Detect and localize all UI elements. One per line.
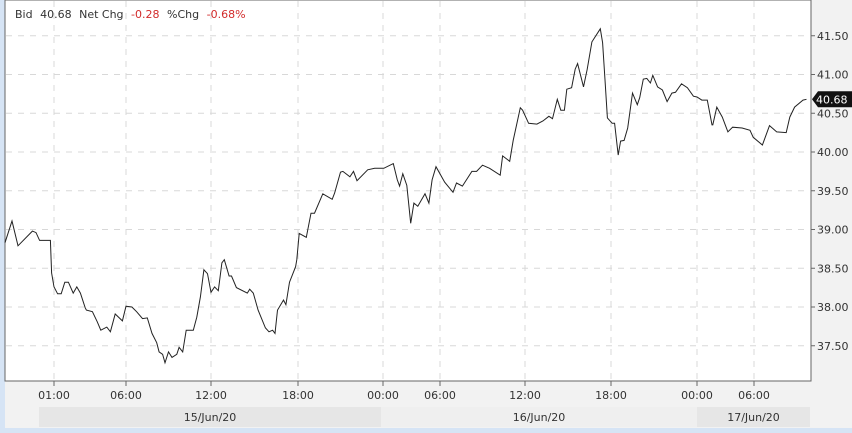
- y-tick-label: 41.00: [817, 69, 849, 82]
- net-chg-label: Net Chg: [79, 8, 123, 21]
- x-tick-label: 18:00: [595, 389, 627, 402]
- x-tick-label: 06:00: [110, 389, 142, 402]
- y-tick-label: 39.00: [817, 224, 849, 237]
- quote-header: Bid 40.68 Net Chg -0.28 %Chg -0.68%: [15, 8, 246, 21]
- y-tick-label: 41.50: [817, 30, 849, 43]
- y-tick-label: 38.00: [817, 301, 849, 314]
- y-tick-label: 37.50: [817, 340, 849, 353]
- x-tick-label: 06:00: [738, 389, 770, 402]
- y-tick-label: 38.50: [817, 262, 849, 275]
- date-bands: 15/Jun/20 16/Jun/20 17/Jun/20: [39, 407, 810, 427]
- pct-chg-label: %Chg: [167, 8, 199, 21]
- date-band-label: 16/Jun/20: [513, 411, 566, 424]
- last-price-tag: 40.68: [812, 91, 852, 108]
- net-chg-value: -0.28: [131, 8, 159, 21]
- pct-chg-value: -0.68%: [207, 8, 246, 21]
- date-band: [697, 407, 810, 427]
- last-price-value: 40.68: [816, 93, 848, 106]
- y-axis: 37.50 38.00 38.50 39.00 39.50 40.00 40.50 41.00…: [811, 30, 849, 353]
- x-tick-label: 06:00: [424, 389, 456, 402]
- bid-label: Bid: [15, 8, 33, 21]
- date-band: [39, 407, 381, 427]
- x-tick-label: 00:00: [367, 389, 399, 402]
- x-tick-label: 12:00: [509, 389, 541, 402]
- x-tick-label: 18:00: [282, 389, 314, 402]
- bid-value: 40.68: [40, 8, 72, 21]
- grid: [6, 1, 810, 380]
- x-tick-label: 12:00: [195, 389, 227, 402]
- date-band-label: 15/Jun/20: [184, 411, 237, 424]
- y-tick-label: 39.50: [817, 185, 849, 198]
- price-line: [4, 27, 807, 365]
- date-band: [381, 407, 697, 427]
- x-tick-label: 01:00: [38, 389, 70, 402]
- x-axis: 01:00 06:00 12:00 18:00 00:00 06:00 12:00 18:00…: [38, 381, 770, 402]
- date-band-label: 17/Jun/20: [727, 411, 780, 424]
- y-tick-label: 40.00: [817, 146, 849, 159]
- x-tick-label: 00:00: [681, 389, 713, 402]
- y-tick-label: 40.50: [817, 107, 849, 120]
